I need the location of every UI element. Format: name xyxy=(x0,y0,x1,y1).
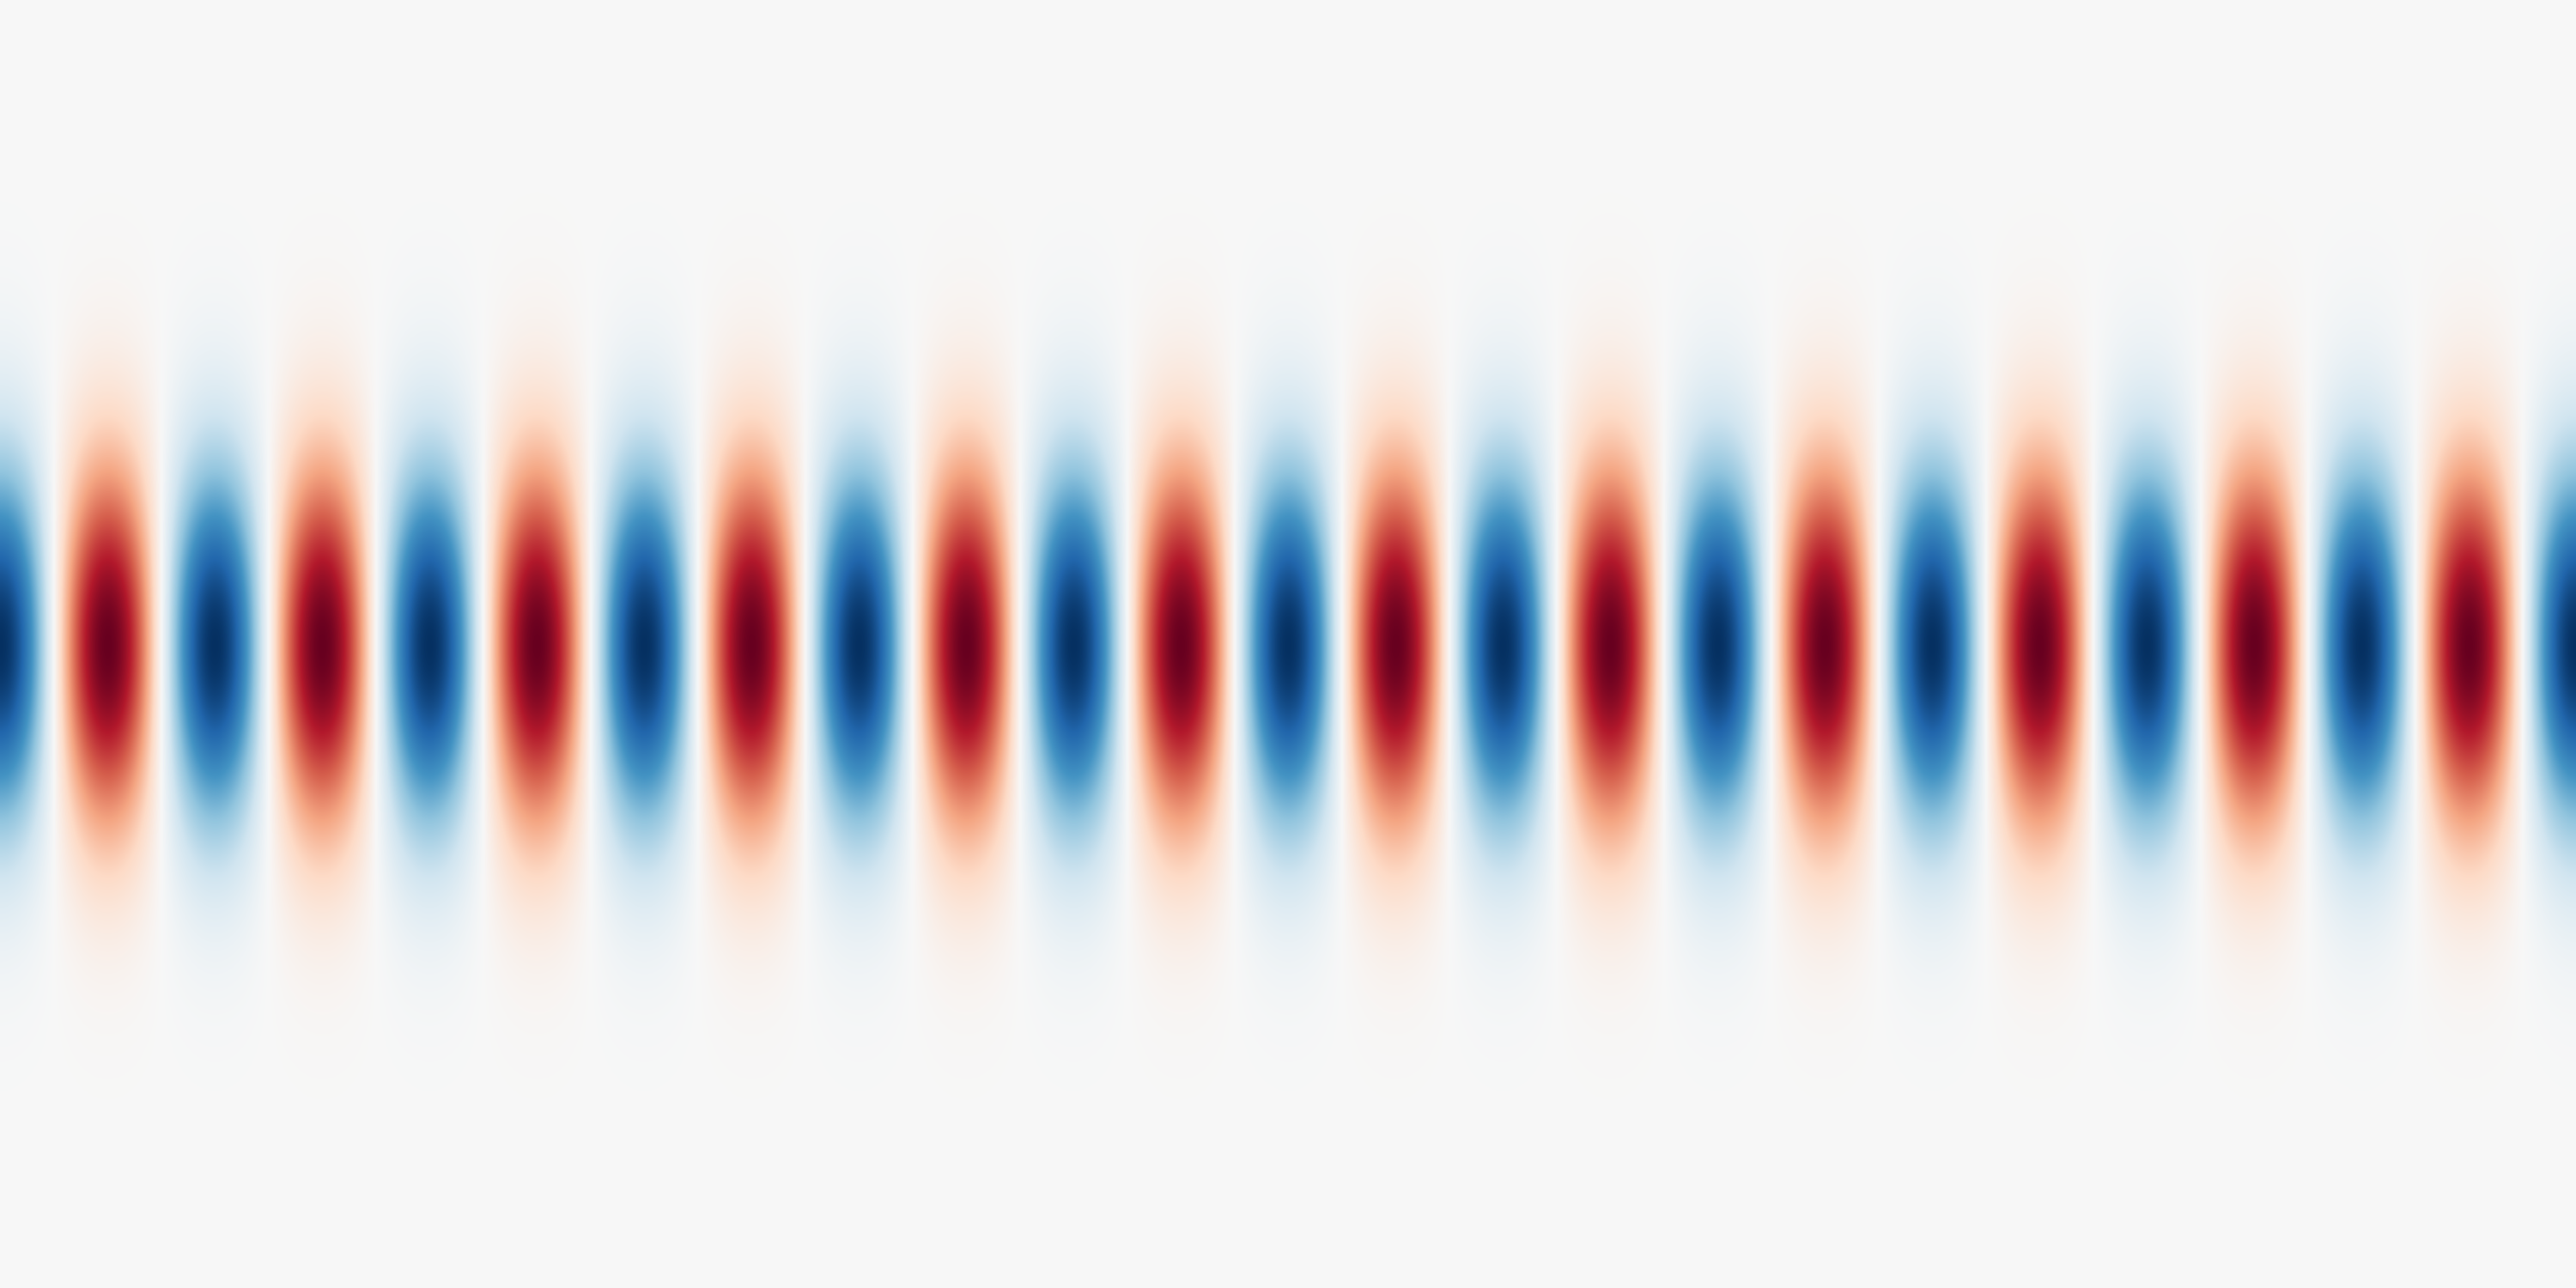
gabor-wave-pattern xyxy=(0,0,2576,1288)
